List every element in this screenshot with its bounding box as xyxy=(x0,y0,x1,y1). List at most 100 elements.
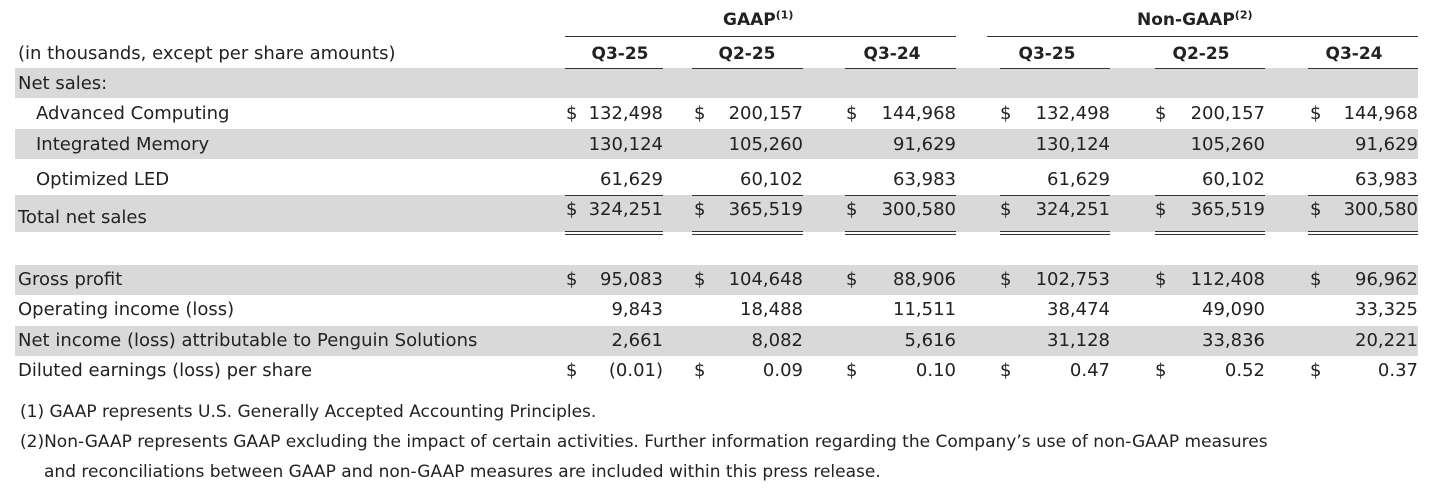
metric-row-value: 0.47 xyxy=(1069,360,1110,381)
row-band-net-income xyxy=(15,326,1418,356)
dollar-sign: $ xyxy=(566,269,578,290)
total-row-value: 324,251 xyxy=(588,199,663,220)
metric-row-value: 31,128 xyxy=(1047,330,1110,351)
total-double-rule xyxy=(1000,231,1110,232)
segment-row-value: 132,498 xyxy=(1035,103,1110,124)
net-sales-heading: Net sales: xyxy=(18,73,108,94)
dollar-sign: $ xyxy=(566,360,578,381)
dollar-sign: $ xyxy=(1000,360,1012,381)
total-row-value: 365,519 xyxy=(728,199,803,220)
metric-row-value: 49,090 xyxy=(1202,299,1265,320)
segment-row-value: 130,124 xyxy=(588,134,663,155)
metric-row-value: 9,843 xyxy=(611,299,663,320)
metric-row-value: 104,648 xyxy=(728,269,803,290)
dollar-sign: $ xyxy=(566,199,578,220)
dollar-sign: $ xyxy=(1000,103,1012,124)
dollar-sign: $ xyxy=(1000,199,1012,220)
total-double-rule xyxy=(845,231,956,232)
column-header: Q2-25 xyxy=(718,44,776,64)
metric-row-value: 102,753 xyxy=(1035,269,1110,290)
metric-row-label: Gross profit xyxy=(18,269,123,290)
total-double-rule xyxy=(1155,234,1265,235)
dollar-sign: $ xyxy=(1155,199,1167,220)
dollar-sign: $ xyxy=(1155,360,1167,381)
metric-row-value: 2,661 xyxy=(611,330,663,351)
column-header: Q3-24 xyxy=(863,44,921,64)
metric-row-value: 5,616 xyxy=(904,330,956,351)
subtotal-rule xyxy=(565,195,663,196)
column-header-rule xyxy=(1308,68,1418,69)
segment-row-value: 132,498 xyxy=(588,103,663,124)
total-double-rule xyxy=(692,231,803,232)
metric-row-label: Net income (loss) attributable to Pengui… xyxy=(18,330,478,351)
metric-row-value: 0.09 xyxy=(762,360,803,381)
dollar-sign: $ xyxy=(1155,103,1167,124)
total-row-value: 365,519 xyxy=(1190,199,1265,220)
subtotal-rule xyxy=(1155,195,1265,196)
total-double-rule xyxy=(1308,231,1418,232)
metric-row-value: (0.01) xyxy=(608,360,663,381)
total-double-rule xyxy=(565,234,663,235)
segment-row-value: 61,629 xyxy=(600,169,663,190)
footnote-2: (2)Non-GAAP represents GAAP excluding th… xyxy=(20,432,1268,452)
column-header-rule xyxy=(1000,68,1110,69)
total-double-rule xyxy=(1155,231,1265,232)
subtotal-rule xyxy=(1000,195,1110,196)
total-row-value: 300,580 xyxy=(881,199,956,220)
dollar-sign: $ xyxy=(694,103,706,124)
row-band-total xyxy=(15,195,1418,232)
segment-row-value: 200,157 xyxy=(1190,103,1265,124)
segment-row-value: 60,102 xyxy=(740,169,803,190)
dollar-sign: $ xyxy=(1310,103,1322,124)
segment-row-value: 63,983 xyxy=(893,169,956,190)
segment-row-value: 91,629 xyxy=(893,134,956,155)
column-header: Q3-25 xyxy=(591,44,649,64)
segment-row-value: 60,102 xyxy=(1202,169,1265,190)
subtotal-rule xyxy=(1308,195,1418,196)
segment-row-value: 144,968 xyxy=(1343,103,1418,124)
gaap-group-rule xyxy=(565,36,956,37)
dollar-sign: $ xyxy=(1310,199,1322,220)
row-band-gross-profit xyxy=(15,265,1418,295)
dollar-sign: $ xyxy=(694,269,706,290)
segment-row-value: 200,157 xyxy=(728,103,803,124)
metric-row-value: 18,488 xyxy=(740,299,803,320)
nongaap-header-label: Non-GAAP xyxy=(1137,10,1235,30)
row-band-net-sales xyxy=(15,68,1418,98)
segment-row-value: 63,983 xyxy=(1355,169,1418,190)
dollar-sign: $ xyxy=(694,360,706,381)
dollar-sign: $ xyxy=(566,103,578,124)
segment-row-value: 105,260 xyxy=(728,134,803,155)
total-row-value: 300,580 xyxy=(1343,199,1418,220)
footnote-1: (1) GAAP represents U.S. Generally Accep… xyxy=(20,402,597,422)
metric-row-value: 33,325 xyxy=(1355,299,1418,320)
total-double-rule xyxy=(692,234,803,235)
metric-row-value: 95,083 xyxy=(600,269,663,290)
units-note: (in thousands, except per share amounts) xyxy=(18,43,396,64)
segment-row-label: Optimized LED xyxy=(36,169,170,190)
metric-row-value: 8,082 xyxy=(751,330,803,351)
dollar-sign: $ xyxy=(1310,360,1322,381)
metric-row-value: 96,962 xyxy=(1355,269,1418,290)
metric-row-value: 88,906 xyxy=(893,269,956,290)
segment-row-label: Advanced Computing xyxy=(36,103,230,124)
column-header-rule xyxy=(565,68,663,69)
total-row-value: 324,251 xyxy=(1035,199,1110,220)
dollar-sign: $ xyxy=(694,199,706,220)
column-header: Q3-25 xyxy=(1018,44,1076,64)
segment-row-label: Integrated Memory xyxy=(36,134,210,155)
gaap-header: GAAP(1) xyxy=(723,8,793,32)
segment-row-value: 130,124 xyxy=(1035,134,1110,155)
total-double-rule xyxy=(845,234,956,235)
dollar-sign: $ xyxy=(1310,269,1322,290)
segment-row-value: 91,629 xyxy=(1355,134,1418,155)
nongaap-header: Non-GAAP(2) xyxy=(1137,8,1253,32)
dollar-sign: $ xyxy=(1155,269,1167,290)
metric-row-value: 0.37 xyxy=(1377,360,1418,381)
segment-row-value: 144,968 xyxy=(881,103,956,124)
metric-row-value: 112,408 xyxy=(1190,269,1265,290)
metric-row-value: 38,474 xyxy=(1047,299,1110,320)
total-row-label: Total net sales xyxy=(18,207,147,228)
subtotal-rule xyxy=(692,195,803,196)
total-double-rule xyxy=(1308,234,1418,235)
